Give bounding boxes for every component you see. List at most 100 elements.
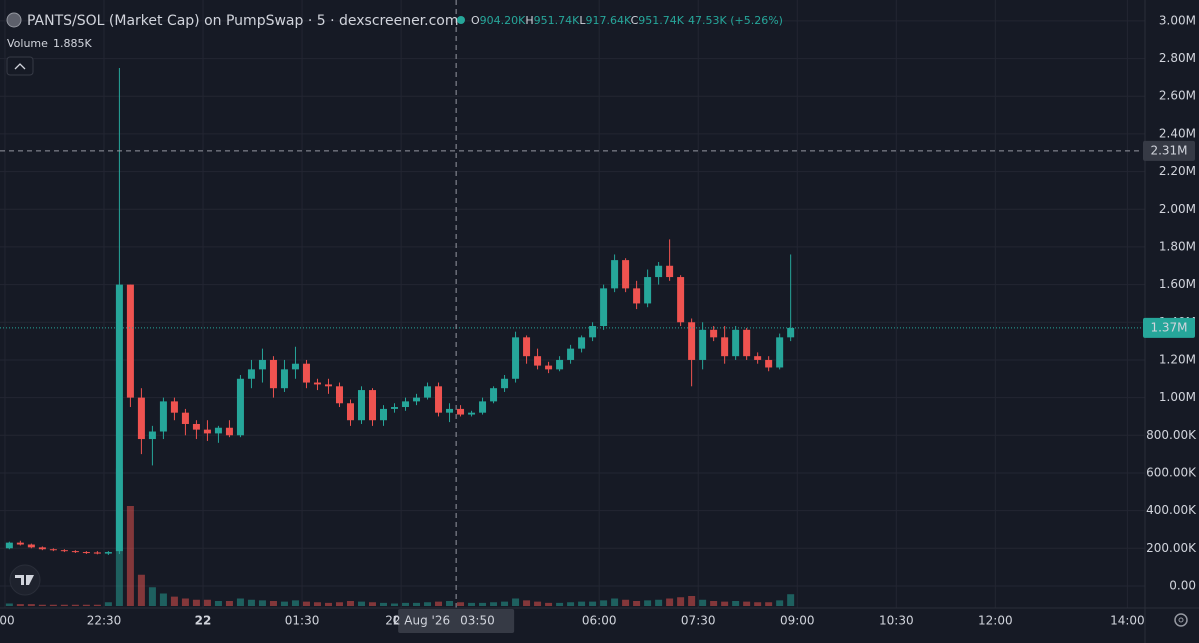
volume-bar bbox=[655, 599, 663, 606]
y-tick-label: 0.00 bbox=[1169, 578, 1196, 592]
volume-bar bbox=[148, 587, 156, 606]
candle-body bbox=[457, 408, 465, 415]
candle-body bbox=[424, 386, 432, 398]
volume-bar bbox=[38, 604, 46, 606]
axes: 0.00 200.00K 400.00K 600.00K 800.00K 1.00M 1.2… bbox=[0, 13, 1197, 633]
candle-body bbox=[214, 427, 222, 434]
chart-title: PANTS/SOL (Market Cap) on PumpSwap · 5 ·… bbox=[27, 13, 459, 29]
candle-body bbox=[247, 369, 255, 379]
ohlc-change: 47.53K (+5.26%) bbox=[688, 14, 783, 27]
volume-bar bbox=[600, 600, 608, 606]
candle-body bbox=[170, 401, 178, 413]
candle-body bbox=[622, 260, 630, 289]
volume-bar bbox=[501, 601, 509, 606]
x-tick-label: 06:00 bbox=[582, 614, 617, 628]
candle-body bbox=[589, 326, 597, 338]
volume-bar bbox=[732, 601, 740, 606]
candle-body bbox=[346, 403, 354, 421]
volume-bar bbox=[104, 602, 112, 606]
ohlc-c-letter: C bbox=[631, 14, 639, 27]
volume-value: 1.885K bbox=[53, 37, 92, 50]
volume-bar bbox=[622, 599, 630, 606]
volume-bar bbox=[258, 600, 266, 606]
candle-body bbox=[302, 363, 310, 383]
candle-body bbox=[159, 401, 167, 432]
candle-body bbox=[501, 378, 509, 389]
candle-body bbox=[545, 365, 553, 370]
crosshair-price-box bbox=[1143, 140, 1195, 161]
volume-bar bbox=[567, 602, 575, 606]
y-tick-label: 1.60M bbox=[1159, 277, 1196, 291]
candle-body bbox=[523, 337, 531, 357]
volume-bar bbox=[556, 602, 564, 606]
candle-body bbox=[611, 260, 619, 289]
x-tick-label: 22 bbox=[195, 614, 212, 628]
candle-body bbox=[655, 265, 663, 278]
candle-body bbox=[27, 544, 35, 548]
volume-bar bbox=[699, 599, 707, 606]
y-tick-label: 1.00M bbox=[1159, 390, 1196, 404]
candle-body bbox=[490, 388, 498, 402]
candle-body bbox=[556, 359, 564, 370]
y-tick-label: 800.00K bbox=[1146, 428, 1197, 442]
candle-body bbox=[82, 552, 90, 554]
ohlc-legend: O904.20KH951.74KL917.64KC951.74K 47.53K (… bbox=[471, 14, 783, 27]
volume-bar bbox=[644, 600, 652, 606]
x-tick-label: 22:30 bbox=[87, 614, 122, 628]
candle-body bbox=[368, 390, 376, 421]
candle-body bbox=[402, 401, 410, 408]
candle-body bbox=[468, 412, 476, 415]
candle-body bbox=[269, 359, 277, 389]
volume-bar bbox=[534, 601, 542, 606]
volume-bar bbox=[754, 602, 762, 606]
volume-bar bbox=[523, 600, 531, 606]
x-tick-label: 12:00 bbox=[978, 614, 1013, 628]
candle-body bbox=[357, 390, 365, 421]
candle-body bbox=[313, 382, 321, 385]
volume-bar bbox=[545, 602, 553, 606]
y-tick-label: 2.20M bbox=[1159, 164, 1196, 178]
ohlc-o-letter: O bbox=[471, 14, 480, 27]
volume-bar bbox=[280, 601, 288, 606]
status-dot bbox=[457, 16, 465, 24]
candle-body bbox=[732, 329, 740, 357]
candle-body bbox=[38, 547, 46, 550]
volume-bar bbox=[170, 596, 178, 606]
crosshair-time-label: 03:50 bbox=[460, 614, 495, 628]
x-tick-label: 01:30 bbox=[285, 614, 320, 628]
last-price-box bbox=[1143, 317, 1195, 338]
candle-body bbox=[600, 288, 608, 327]
volume-bar bbox=[710, 601, 718, 606]
candle-body bbox=[280, 369, 288, 389]
y-tick-label: 1.80M bbox=[1159, 239, 1196, 253]
collapse-button[interactable] bbox=[6, 56, 34, 76]
volume-bar bbox=[324, 602, 332, 606]
volume-bar bbox=[313, 602, 321, 606]
candle-body bbox=[203, 429, 211, 434]
crosshair-price-label: 2.31M bbox=[1150, 143, 1187, 157]
volume-bar bbox=[225, 601, 233, 606]
y-tick-label: 2.00M bbox=[1159, 202, 1196, 216]
volume-bar bbox=[247, 599, 255, 606]
candle-body bbox=[126, 284, 134, 398]
x-tick-label: 10:30 bbox=[879, 614, 914, 628]
tradingview-logo[interactable] bbox=[9, 564, 41, 596]
volume-bar bbox=[677, 597, 685, 606]
candle-body bbox=[479, 401, 487, 413]
settings-button[interactable] bbox=[1174, 613, 1188, 627]
candle-body bbox=[578, 337, 586, 349]
candle-body bbox=[137, 397, 145, 440]
candle-body bbox=[60, 550, 68, 552]
volume-bar bbox=[236, 598, 244, 606]
volume-bar bbox=[16, 604, 24, 606]
candle-body bbox=[776, 337, 784, 368]
candle-body bbox=[49, 549, 57, 551]
y-tick-label: 2.80M bbox=[1159, 51, 1196, 65]
candle-body bbox=[324, 384, 332, 387]
candle-body bbox=[71, 551, 79, 553]
x-tick-label: :00 bbox=[0, 614, 15, 628]
volume-bar bbox=[27, 604, 35, 606]
volume-bar bbox=[159, 593, 167, 606]
volume-bar bbox=[302, 601, 310, 606]
